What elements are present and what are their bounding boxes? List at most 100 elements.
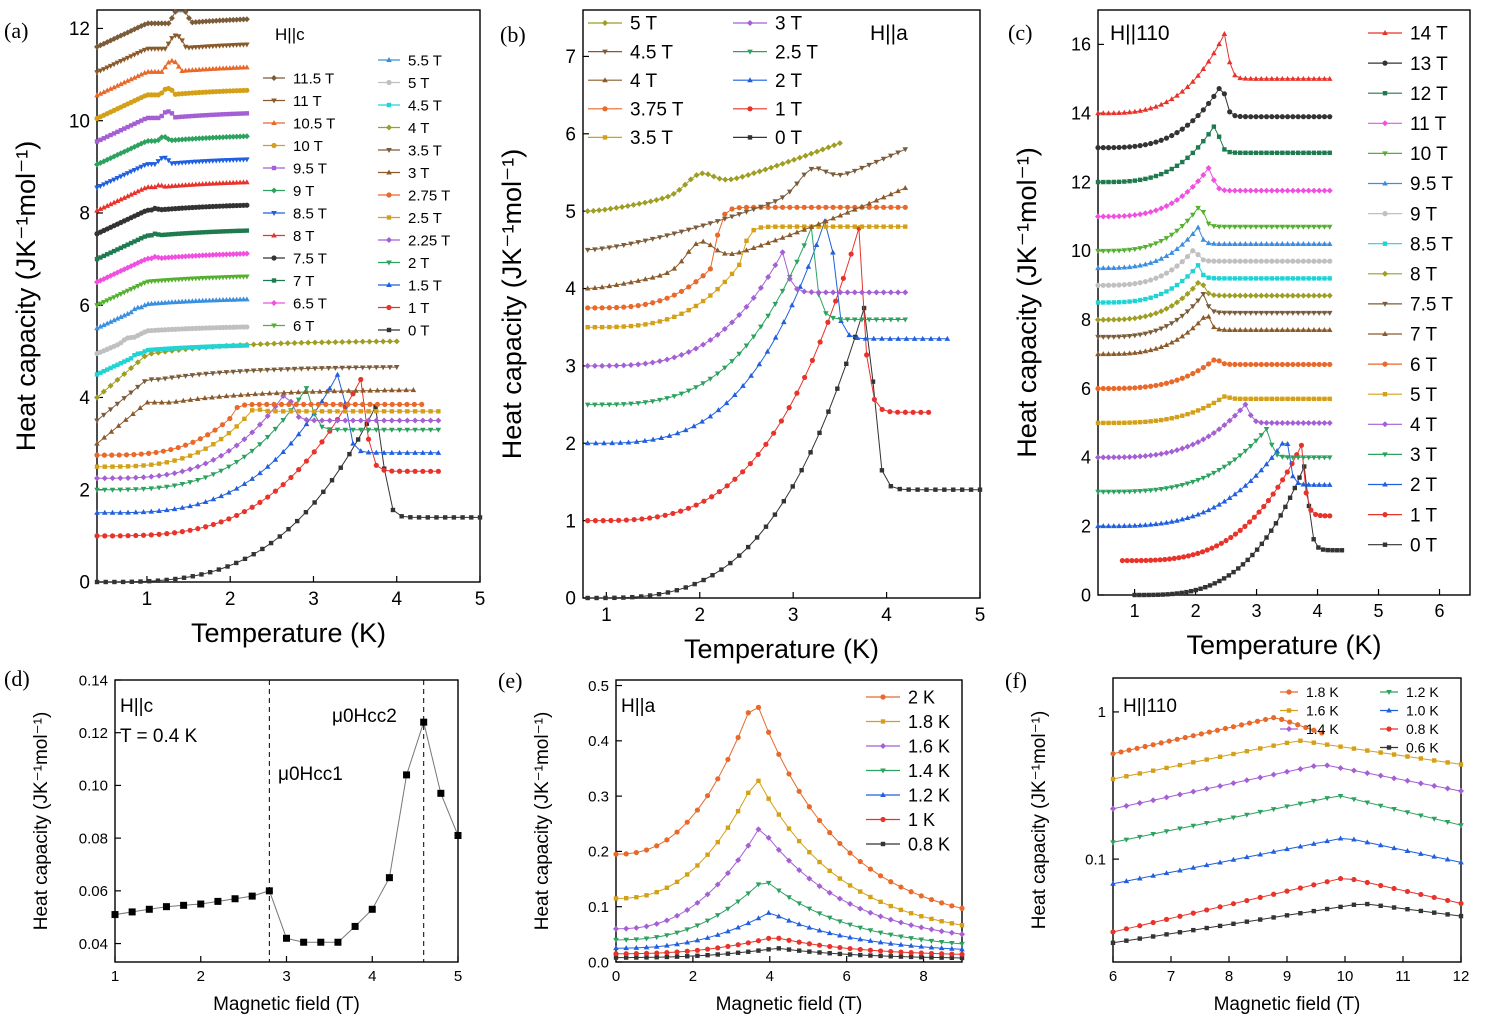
data-point	[114, 293, 121, 299]
data-point	[94, 418, 100, 424]
data-point	[1432, 758, 1437, 763]
data-point	[1306, 276, 1311, 281]
data-point	[1111, 334, 1117, 340]
data-point	[606, 283, 613, 289]
data-point	[105, 252, 110, 257]
data-point	[121, 79, 128, 85]
series-line	[587, 227, 906, 406]
data-point	[1237, 527, 1243, 533]
data-point	[765, 224, 771, 230]
data-point	[104, 87, 111, 93]
data-point	[295, 518, 300, 524]
data-point	[1163, 135, 1170, 141]
data-point	[1163, 829, 1170, 835]
data-point	[592, 247, 598, 253]
data-point	[1116, 334, 1122, 340]
data-point	[203, 524, 209, 530]
data-point	[1326, 419, 1333, 426]
data-point	[101, 136, 107, 141]
data-point	[1326, 481, 1333, 487]
data-point	[1257, 851, 1264, 857]
data-point	[1116, 264, 1122, 270]
data-point	[938, 939, 945, 945]
data-point	[156, 507, 162, 513]
data-point	[141, 47, 148, 53]
data-point	[1221, 31, 1228, 37]
data-point	[142, 349, 147, 354]
data-point	[827, 868, 832, 873]
data-point	[888, 954, 893, 959]
data-point	[352, 338, 359, 345]
data-point	[806, 924, 813, 930]
data-point	[968, 487, 974, 492]
data-point	[765, 313, 771, 319]
data-point	[592, 325, 598, 330]
data-point	[1179, 193, 1186, 200]
data-point	[1203, 584, 1208, 590]
data-point	[1206, 275, 1211, 280]
data-point	[419, 417, 426, 424]
data-point	[823, 218, 829, 224]
data-point	[1262, 716, 1269, 723]
data-point	[880, 194, 887, 200]
data-point	[101, 487, 108, 493]
data-point	[1191, 760, 1196, 765]
legend-marker	[1382, 361, 1388, 367]
legend-label: 8.5 T	[293, 205, 327, 222]
data-point	[244, 64, 250, 70]
data-point	[403, 771, 411, 779]
data-point	[94, 70, 100, 76]
data-point	[1297, 765, 1304, 772]
data-point	[715, 407, 722, 413]
data-point	[1137, 771, 1142, 776]
data-point	[1232, 72, 1238, 78]
data-point	[1221, 91, 1228, 97]
data-point	[1110, 940, 1116, 946]
data-point	[623, 925, 630, 932]
data-point	[1217, 754, 1223, 759]
data-point	[109, 533, 116, 539]
x-tick-label: 2	[225, 589, 236, 610]
data-point	[1311, 276, 1317, 281]
data-point	[1221, 224, 1228, 230]
data-point	[1163, 519, 1170, 525]
data-point	[1253, 258, 1259, 264]
data-point	[1295, 722, 1301, 728]
legend-marker	[1382, 151, 1388, 157]
data-point	[844, 204, 851, 210]
data-point	[312, 366, 318, 372]
data-point	[888, 224, 894, 229]
data-point	[695, 863, 700, 868]
data-point	[634, 895, 639, 900]
data-point	[265, 887, 273, 895]
data-point	[1147, 208, 1154, 215]
data-point	[786, 771, 792, 777]
legend-marker	[386, 260, 392, 266]
data-point	[131, 167, 138, 173]
legend-marker	[1386, 745, 1392, 750]
data-point	[877, 873, 884, 879]
data-point	[1377, 842, 1384, 848]
data-point	[1289, 419, 1296, 426]
data-point	[412, 427, 418, 433]
data-point	[210, 456, 217, 463]
legend-label: 14 T	[1410, 24, 1448, 45]
data-point	[678, 229, 685, 235]
data-point	[1311, 455, 1317, 461]
data-point	[196, 135, 203, 142]
data-point	[1137, 522, 1143, 528]
data-point	[746, 949, 751, 954]
data-point	[203, 159, 209, 165]
data-point	[187, 527, 193, 533]
data-point	[949, 951, 955, 957]
data-point	[124, 288, 131, 294]
data-point	[268, 540, 274, 546]
data-point	[628, 241, 634, 247]
y-tick-label: 2	[1081, 516, 1091, 536]
legend-marker	[747, 106, 753, 112]
data-point	[1174, 591, 1180, 596]
data-point	[1179, 375, 1185, 381]
data-point	[1232, 258, 1238, 264]
data-point	[1132, 281, 1138, 287]
